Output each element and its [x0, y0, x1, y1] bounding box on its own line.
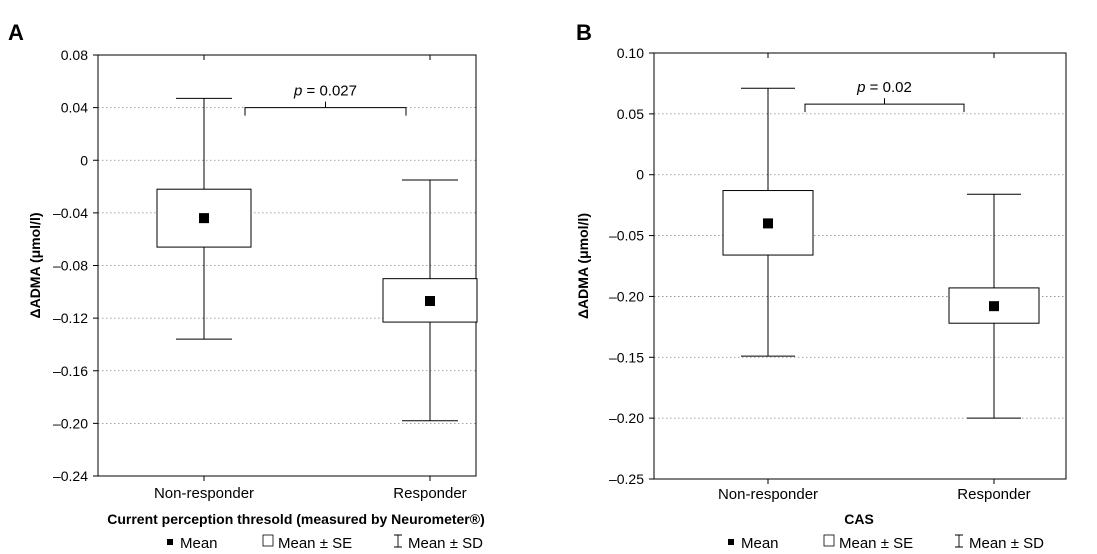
x-tick-label: Non-responder — [154, 485, 254, 502]
x-tick-label: Responder — [393, 485, 466, 502]
legend-mean-label: Mean — [741, 535, 779, 552]
y-tick-label: 0.05 — [617, 106, 644, 122]
y-tick-label: –0.12 — [53, 310, 88, 326]
y-tick-label: –0.08 — [53, 258, 88, 274]
y-tick-label: –0.15 — [609, 349, 644, 365]
significance-p: p — [293, 83, 302, 100]
x-axis-label: Current perception thresold (measured by… — [107, 511, 485, 527]
legend-se-label: Mean ± SE — [278, 535, 352, 552]
box-group — [157, 98, 251, 339]
y-tick-label: –0.20 — [609, 410, 644, 426]
mean-marker — [199, 213, 209, 223]
mean-marker — [425, 296, 435, 306]
y-tick-label: –0.20 — [609, 288, 644, 304]
x-tick-label: Non-responder — [718, 486, 818, 503]
y-tick-label: –0.25 — [609, 471, 644, 487]
y-tick-label: –0.16 — [53, 363, 88, 379]
box-group — [949, 194, 1039, 418]
chart-panel-b: B 0.10 0.05 0 –0.05 –0.20 –0.15 –0.20 –0.25 Non-r… — [575, 20, 1066, 552]
x-axis-label: CAS — [844, 511, 874, 527]
legend-sd-icon — [394, 535, 402, 547]
legend-sd-label: Mean ± SD — [408, 535, 483, 552]
y-axis-label: ΔADMA (μmol/l) — [575, 213, 591, 319]
legend-se-icon — [824, 535, 834, 546]
y-tick-label: –0.20 — [53, 415, 88, 431]
significance-bracket — [805, 98, 964, 112]
significance-label: p = 0.02 — [856, 79, 912, 96]
legend: Mean Mean ± SE Mean ± SD — [728, 535, 1044, 552]
legend-se-icon — [263, 535, 273, 546]
significance-bracket — [245, 102, 406, 116]
y-tick-label: 0.10 — [617, 45, 644, 61]
plot-frame — [654, 53, 1066, 479]
y-tick-label: –0.05 — [609, 228, 644, 244]
legend-sd-icon — [955, 535, 963, 547]
significance-value: = 0.027 — [302, 83, 357, 100]
legend-mean-label: Mean — [180, 535, 218, 552]
significance-p: p — [856, 79, 865, 96]
y-tick-label: –0.24 — [53, 468, 88, 484]
legend-sd-label: Mean ± SD — [969, 535, 1044, 552]
legend-se-label: Mean ± SE — [839, 535, 913, 552]
panel-letter: B — [576, 20, 592, 45]
significance-label: p = 0.027 — [293, 83, 357, 100]
chart-panel-a: A 0.08 0.04 0 –0.04 –0.08 –0.12 –0.16 –0.20 –0.24… — [8, 20, 485, 552]
box-group — [383, 180, 477, 421]
box-group — [723, 88, 813, 356]
y-tick-label: –0.04 — [53, 205, 88, 221]
mean-marker — [989, 301, 999, 311]
legend: Mean Mean ± SE Mean ± SD — [167, 535, 483, 552]
mean-marker — [763, 218, 773, 228]
y-tick-label: 0.08 — [61, 47, 88, 63]
y-axis-label: ΔADMA (μmol/l) — [27, 213, 43, 319]
y-tick-label: 0 — [636, 167, 644, 183]
panel-letter: A — [8, 20, 24, 45]
y-tick-label: 0 — [80, 152, 88, 168]
significance-value: = 0.02 — [866, 79, 912, 96]
x-tick-label: Responder — [957, 486, 1030, 503]
legend-mean-icon — [728, 539, 734, 545]
legend-mean-icon — [167, 539, 173, 545]
y-tick-label: 0.04 — [61, 100, 88, 116]
